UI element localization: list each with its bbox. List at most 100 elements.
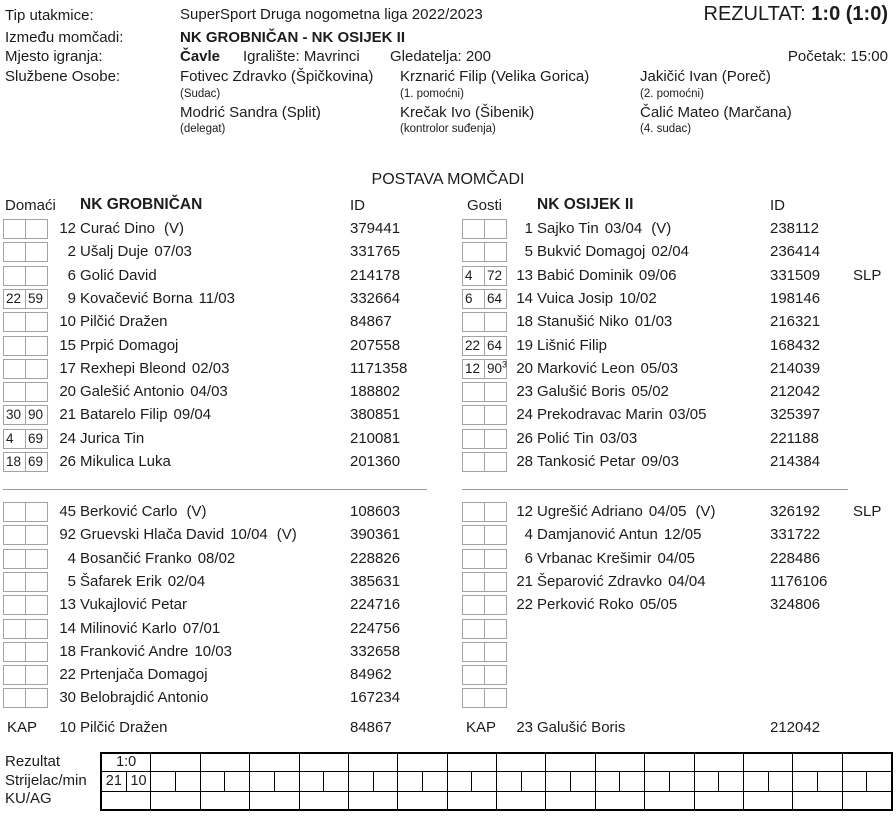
shirt-number: 17	[59, 359, 76, 377]
sub-in-number-box	[3, 548, 26, 569]
shirt-number: 22	[59, 666, 76, 684]
player-birth: 01/03	[634, 313, 673, 331]
score-cell	[201, 754, 251, 771]
official-name: Krznarić Filip (Velika Gorica)	[400, 68, 590, 85]
scorer-cell	[645, 772, 670, 791]
sub-minute: 69	[28, 430, 44, 446]
player-name-text: Vukajlović Petar	[80, 596, 187, 614]
shirt-number: 18	[516, 313, 533, 331]
scorer-cell	[769, 772, 794, 791]
sub-in-number: 4	[465, 267, 473, 283]
official-role: (2. pomoćni)	[640, 88, 704, 100]
player-name: Lišnić Filip	[537, 335, 607, 357]
goalkeeper-mark: (V)	[651, 220, 672, 237]
player-row: 12 Ugrešić Adriano 04/05 (V) 326192 SLP	[462, 501, 893, 523]
player-row: 18 Franković Andre 10/03 332658	[3, 641, 453, 663]
player-name-text: Sajko Tin	[537, 220, 599, 237]
player-id: 331765	[350, 243, 401, 261]
player-birth: 04/05	[657, 549, 696, 567]
player-birth: 05/05	[639, 596, 678, 614]
player-name: Rexhepi Bleond 02/03	[80, 358, 229, 380]
sub-in-number-box	[3, 358, 26, 379]
player-name: Galušić Boris 05/02	[537, 381, 669, 403]
player-name-text: Galušić Boris	[537, 383, 626, 401]
sub-in-number-box	[462, 688, 485, 709]
match-teams: NK GROBNIČAN - NK OSIJEK II	[180, 29, 406, 46]
player-id: 201360	[350, 453, 401, 470]
shirt-number: 1	[524, 220, 533, 237]
score-cell	[151, 754, 201, 771]
sub-minute-box	[25, 312, 48, 333]
player-name: Polić Tin 03/03	[537, 428, 637, 450]
sub-minute-box	[25, 548, 48, 569]
sub-in-number-box	[462, 548, 485, 569]
shirt-number: 9	[67, 289, 76, 307]
player-name: Milinović Karlo 07/01	[80, 618, 220, 640]
sub-minute-box	[484, 665, 507, 686]
kuag-cell	[793, 792, 843, 809]
player-row: 28 Tankosić Petar 09/03 214384	[462, 451, 893, 473]
player-birth: 04/03	[190, 383, 228, 401]
scorer-cell	[349, 772, 374, 791]
player-birth: 02/04	[167, 572, 206, 590]
player-name-text: Lišnić Filip	[537, 336, 608, 354]
goalkeeper-mark: (V)	[695, 503, 716, 520]
player-name-text: Perković Roko	[537, 596, 634, 614]
player-name-text: Bukvić Domagoj	[537, 243, 646, 261]
sub-minute-box	[484, 525, 507, 546]
sub-minute-box	[25, 358, 48, 379]
player-name: Batarelo Filip 09/04	[80, 404, 211, 426]
sluzbene-osobe-label: Službene Osobe:	[5, 68, 121, 85]
sub-in-number-box	[3, 219, 26, 239]
shirt-number: 20	[516, 359, 533, 377]
player-birth: 03/05	[668, 406, 707, 424]
sub-minute-box	[484, 382, 507, 403]
player-row: 30 90 21 Batarelo Filip 09/04 380851	[3, 404, 453, 426]
sub-minute-box: 69	[25, 452, 48, 472]
player-id: 214178	[350, 266, 401, 284]
shirt-number: 20	[59, 383, 76, 401]
player-id: 207558	[350, 336, 401, 354]
shirt-number: 4	[524, 526, 533, 544]
player-name: Vukajlović Petar	[80, 594, 187, 616]
player-name: Gruevski Hlača David 10/04 (V)	[80, 524, 297, 546]
player-id: 379441	[350, 220, 401, 237]
scorer-cell	[546, 772, 572, 791]
sub-minute-box: 69	[25, 428, 48, 449]
sub-in-number-box	[462, 428, 485, 449]
player-id: 331722	[770, 526, 821, 544]
player-name: Curać Dino (V)	[80, 218, 184, 240]
sub-in-number-box	[462, 665, 485, 686]
player-name: Golić David	[80, 265, 157, 287]
player-name: Ušalj Duje 07/03	[80, 241, 192, 263]
player-id: 84867	[350, 719, 392, 736]
player-row: 22 64 19 Lišnić Filip 168432	[462, 335, 893, 357]
player-row: 4 Damjanović Antun 12/05 331722	[462, 524, 893, 546]
shirt-number: 23	[516, 383, 533, 401]
shirt-number: 21	[59, 406, 76, 424]
sub-in-number: 4	[6, 430, 14, 446]
player-id: 224716	[350, 596, 401, 614]
player-name: Prekodravac Marin 03/05	[537, 404, 706, 426]
shirt-number: 19	[516, 336, 533, 354]
player-name: Bosančić Franko 08/02	[80, 548, 235, 570]
away-team-name: NK OSIJEK II	[537, 196, 634, 213]
player-birth: 02/03	[191, 359, 230, 377]
sub-minute: 90	[487, 360, 503, 376]
sub-minute-box	[25, 242, 48, 263]
sub-minute-box	[25, 502, 48, 522]
player-birth: 07/03	[154, 243, 192, 261]
official-role: (4. sudac)	[640, 123, 692, 135]
sub-minute-box	[25, 641, 48, 662]
player-id: 210081	[350, 429, 401, 447]
player-name-text: Pilčić Dražen	[80, 313, 168, 331]
player-id: 228826	[350, 549, 401, 567]
player-name: Berković Carlo (V)	[80, 501, 207, 523]
shirt-number: 6	[67, 266, 76, 284]
player-name-text: Polić Tin	[537, 429, 594, 447]
player-name-text: Pilčić Dražen	[80, 719, 168, 736]
sub-in-number: 12	[465, 360, 481, 376]
scorer-cell	[620, 772, 646, 791]
scorer-cell	[571, 772, 596, 791]
player-id: 198146	[770, 289, 821, 307]
